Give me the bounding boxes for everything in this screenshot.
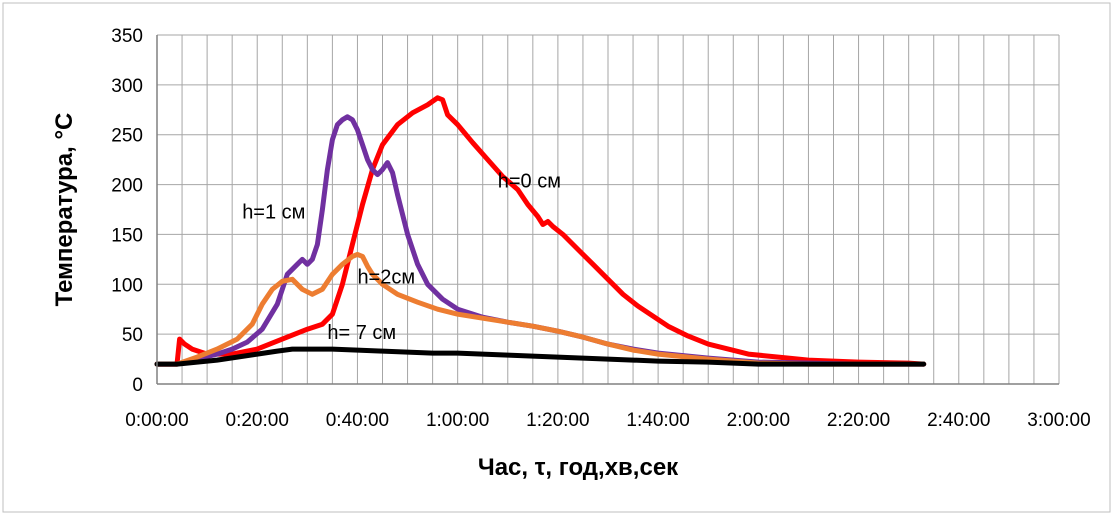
x-tick-label: 3:00:00 bbox=[1027, 410, 1090, 431]
x-tick-label: 1:00:00 bbox=[426, 410, 489, 431]
x-tick-label: 0:20:00 bbox=[226, 410, 289, 431]
x-axis-title: Час, τ, год,хв,сек bbox=[478, 454, 679, 481]
series-layer bbox=[154, 95, 927, 367]
x-tick-label: 1:40:00 bbox=[626, 410, 689, 431]
y-tick-label: 50 bbox=[122, 325, 143, 346]
y-tick-label: 150 bbox=[111, 225, 143, 246]
series-annotation: h= 7 см bbox=[327, 322, 396, 344]
y-tick-label: 250 bbox=[111, 126, 143, 147]
axes: 0:00:00 0:20:00 0:40:00 1:00:00 1:20:00 1:40:… bbox=[111, 26, 1090, 431]
x-tick-label: 2:00:00 bbox=[727, 410, 790, 431]
y-tick-label: 350 bbox=[111, 26, 143, 47]
series-line-2 bbox=[154, 251, 927, 367]
x-tick-label: 0:00:00 bbox=[125, 410, 188, 431]
series-annotation: h=1 см bbox=[242, 201, 305, 223]
y-tick-label: 200 bbox=[111, 176, 143, 197]
y-tick-label: 0 bbox=[132, 375, 143, 396]
series-line-3 bbox=[154, 346, 927, 367]
y-tick-label: 100 bbox=[111, 275, 143, 296]
y-tick-label: 300 bbox=[111, 76, 143, 97]
series-annotation: h=0 см bbox=[498, 171, 561, 193]
series-line-0 bbox=[154, 95, 927, 367]
x-tick-label: 0:40:00 bbox=[326, 410, 389, 431]
annotations: h=0 см h=1 см h=2см h= 7 см bbox=[242, 171, 561, 345]
x-tick-label: 1:20:00 bbox=[526, 410, 589, 431]
x-tick-label: 2:20:00 bbox=[827, 410, 890, 431]
series-annotation: h=2см bbox=[357, 266, 415, 288]
y-axis-title: Температура, °C bbox=[51, 113, 78, 307]
x-tick-label: 2:40:00 bbox=[927, 410, 990, 431]
